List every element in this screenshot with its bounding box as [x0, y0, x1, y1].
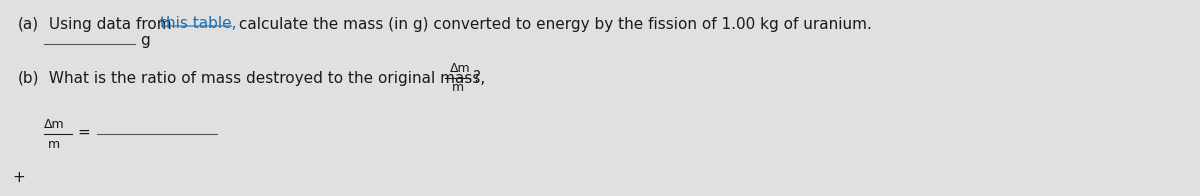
- Text: g: g: [140, 34, 150, 48]
- Text: m: m: [452, 81, 464, 93]
- Text: Δm: Δm: [44, 117, 65, 131]
- Text: (a): (a): [18, 16, 40, 32]
- Text: Δm: Δm: [450, 63, 470, 75]
- Text: calculate the mass (in g) converted to energy by the fission of 1.00 kg of urani: calculate the mass (in g) converted to e…: [234, 16, 872, 32]
- Text: this table,: this table,: [160, 16, 236, 32]
- Text: m: m: [48, 138, 60, 151]
- Text: Using data from: Using data from: [44, 16, 176, 32]
- Text: (b): (b): [18, 71, 40, 85]
- Text: =: =: [77, 124, 90, 140]
- Text: ?: ?: [473, 71, 481, 85]
- Text: What is the ratio of mass destroyed to the original mass,: What is the ratio of mass destroyed to t…: [44, 71, 490, 85]
- Text: +: +: [12, 171, 25, 185]
